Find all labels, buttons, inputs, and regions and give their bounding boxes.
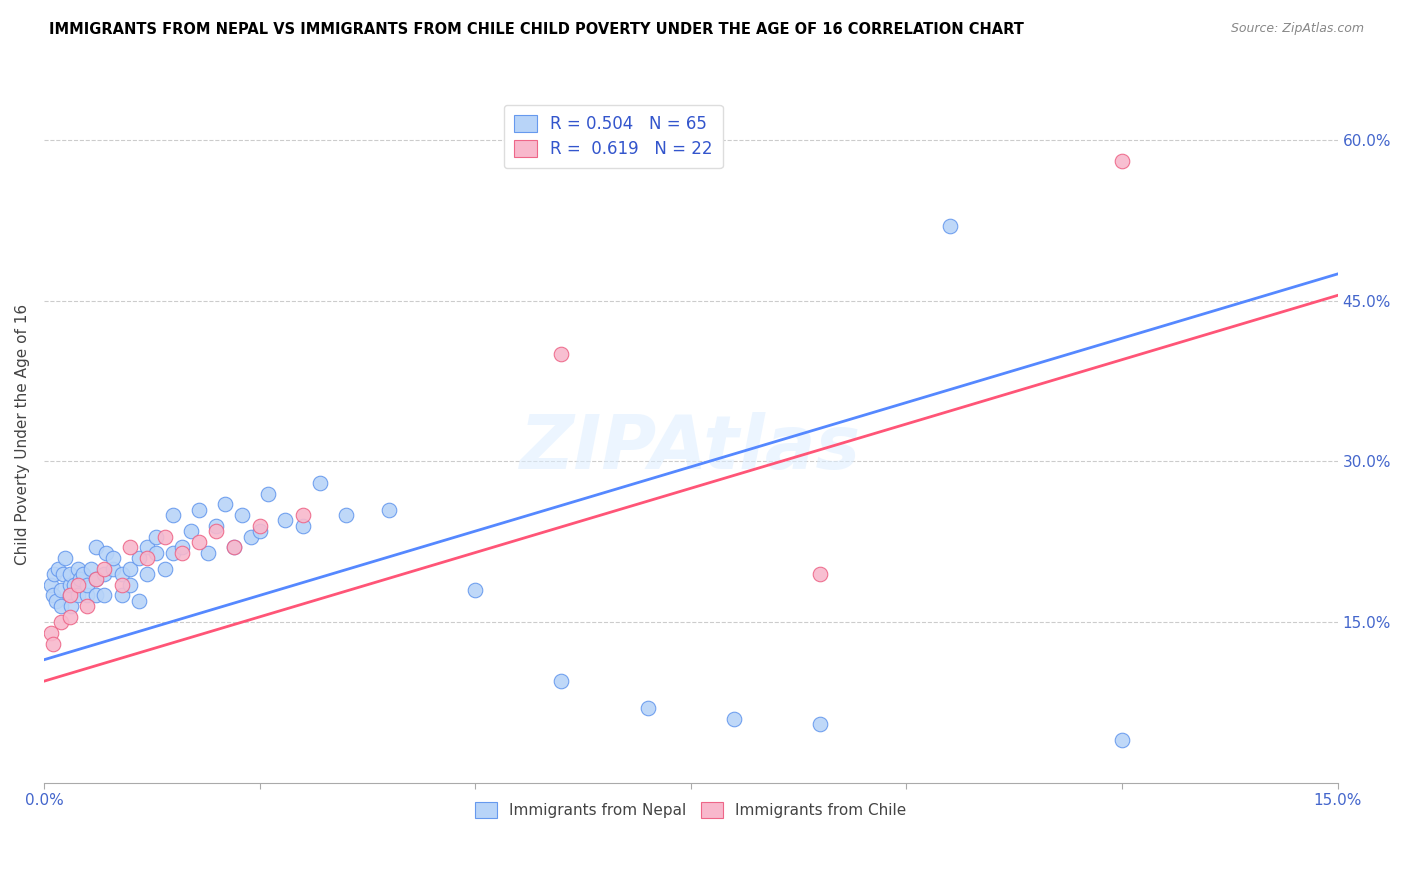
Point <box>1111 733 1133 747</box>
Point <box>188 534 211 549</box>
Point <box>808 567 831 582</box>
Point <box>464 583 486 598</box>
Point <box>110 567 132 582</box>
Text: Source: ZipAtlas.com: Source: ZipAtlas.com <box>1230 22 1364 36</box>
Point <box>257 486 280 500</box>
Point <box>120 562 142 576</box>
Point <box>63 578 86 592</box>
Point <box>550 674 572 689</box>
Legend: Immigrants from Nepal, Immigrants from Chile: Immigrants from Nepal, Immigrants from C… <box>470 796 912 824</box>
Point <box>55 551 77 566</box>
Point <box>59 578 82 592</box>
Point <box>44 567 66 582</box>
Point <box>110 589 132 603</box>
Point <box>110 578 132 592</box>
Point <box>136 540 159 554</box>
Point <box>723 712 745 726</box>
Point <box>67 562 90 576</box>
Text: ZIPAtlas: ZIPAtlas <box>520 412 862 485</box>
Point <box>67 578 90 592</box>
Point <box>249 524 271 538</box>
Point <box>197 546 219 560</box>
Point <box>162 508 184 522</box>
Point <box>239 529 262 543</box>
Point <box>69 573 91 587</box>
Y-axis label: Child Poverty Under the Age of 16: Child Poverty Under the Age of 16 <box>15 304 30 566</box>
Point <box>162 546 184 560</box>
Point <box>59 589 82 603</box>
Point <box>128 594 150 608</box>
Text: IMMIGRANTS FROM NEPAL VS IMMIGRANTS FROM CHILE CHILD POVERTY UNDER THE AGE OF 16: IMMIGRANTS FROM NEPAL VS IMMIGRANTS FROM… <box>49 22 1024 37</box>
Point <box>94 546 117 560</box>
Point <box>52 567 75 582</box>
Point <box>938 219 960 233</box>
Point <box>76 578 98 592</box>
Point <box>67 589 90 603</box>
Point <box>45 594 67 608</box>
Point <box>59 567 82 582</box>
Point <box>76 589 98 603</box>
Point <box>153 562 176 576</box>
Point <box>84 573 107 587</box>
Point <box>59 610 82 624</box>
Point <box>637 701 659 715</box>
Point <box>128 551 150 566</box>
Point <box>41 589 63 603</box>
Point <box>80 562 103 576</box>
Point <box>39 626 62 640</box>
Point <box>93 567 115 582</box>
Point <box>222 540 245 554</box>
Point <box>170 546 193 560</box>
Point <box>309 475 332 490</box>
Point <box>180 524 202 538</box>
Point <box>808 717 831 731</box>
Point <box>335 508 357 522</box>
Point <box>291 508 314 522</box>
Point <box>60 599 83 614</box>
Point <box>84 589 107 603</box>
Point <box>136 567 159 582</box>
Point <box>205 524 228 538</box>
Point <box>188 502 211 516</box>
Point <box>170 540 193 554</box>
Point <box>136 551 159 566</box>
Point <box>249 518 271 533</box>
Point <box>39 578 62 592</box>
Point <box>291 518 314 533</box>
Point <box>76 599 98 614</box>
Point <box>120 578 142 592</box>
Point <box>49 583 72 598</box>
Point <box>41 637 63 651</box>
Point <box>231 508 253 522</box>
Point <box>274 513 297 527</box>
Point <box>1111 154 1133 169</box>
Point <box>93 589 115 603</box>
Point <box>222 540 245 554</box>
Point <box>550 347 572 361</box>
Point <box>59 589 82 603</box>
Point <box>93 562 115 576</box>
Point <box>214 497 236 511</box>
Point <box>49 599 72 614</box>
Point <box>205 518 228 533</box>
Point <box>101 551 124 566</box>
Point <box>378 502 401 516</box>
Point <box>84 573 107 587</box>
Point <box>49 615 72 630</box>
Point <box>153 529 176 543</box>
Point <box>46 562 69 576</box>
Point <box>84 540 107 554</box>
Point <box>145 529 167 543</box>
Point <box>101 562 124 576</box>
Point <box>120 540 142 554</box>
Point <box>72 567 94 582</box>
Point <box>145 546 167 560</box>
